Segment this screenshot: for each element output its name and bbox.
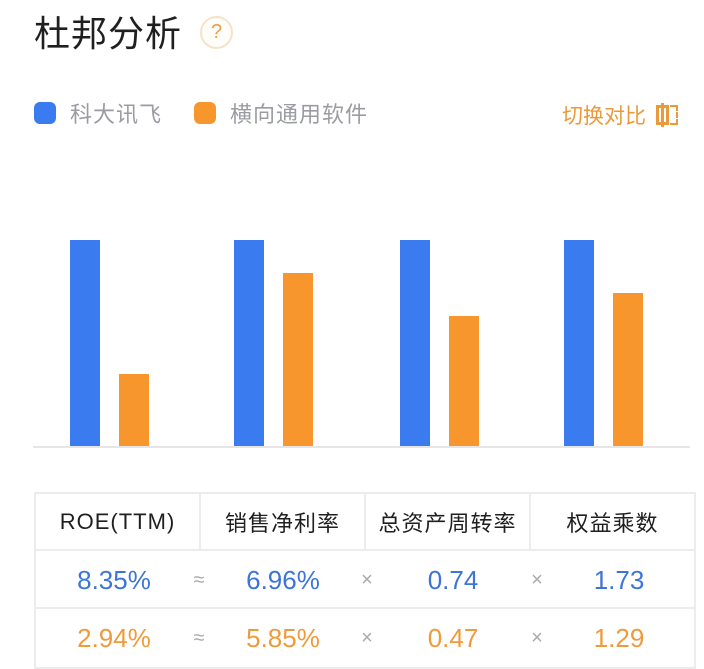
table-row: 8.35% ≈ 6.96% × 0.74 × 1.73	[36, 551, 694, 609]
switch-compare-icon	[656, 103, 680, 127]
multiply-operator: ×	[531, 569, 543, 591]
header-net-margin: 销售净利率	[201, 494, 366, 549]
multiply-operator: ×	[531, 627, 543, 649]
approx-operator: ≈	[193, 627, 205, 649]
legend-swatch-blue	[34, 102, 56, 124]
bar-secondary	[119, 374, 149, 447]
asset-turnover-value: 0.74	[427, 565, 479, 595]
switch-compare-button[interactable]: 切换对比	[562, 100, 680, 130]
legend-label: 横向通用软件	[230, 102, 369, 127]
bar-secondary	[449, 316, 479, 447]
bar-chart	[33, 150, 690, 450]
roe-value: 8.35%	[77, 565, 151, 595]
roe-value: 2.94%	[77, 623, 151, 653]
legend-swatch-orange	[194, 102, 217, 124]
bar-primary	[70, 240, 100, 447]
multiply-operator: ×	[361, 627, 373, 649]
bar-secondary	[613, 293, 643, 447]
header-equity-multiplier: 权益乘数	[566, 510, 659, 536]
dupont-table: ROE(TTM) 销售净利率 总资产周转率 权益乘数 8.35% ≈ 6.96%…	[34, 492, 696, 669]
page-title: 杜邦分析	[34, 13, 183, 54]
header-asset-turnover: 总资产周转率	[366, 494, 531, 549]
asset-turnover-value: 0.47	[427, 623, 479, 653]
header-roe: ROE(TTM)	[36, 494, 201, 549]
bar-primary	[564, 240, 594, 447]
legend-item-iflytek: 科大讯飞	[34, 97, 162, 129]
multiply-operator: ×	[361, 569, 373, 591]
table-row: 2.94% ≈ 5.85% × 0.47 × 1.29	[36, 609, 694, 667]
question-circle-icon[interactable]: ?	[200, 16, 233, 49]
bar-primary	[234, 240, 264, 447]
approx-operator: ≈	[193, 569, 205, 591]
chart-legend: 科大讯飞 横向通用软件	[34, 98, 400, 128]
legend-label: 科大讯飞	[70, 102, 163, 127]
equity-multiplier-value: 1.73	[593, 565, 645, 595]
bar-primary	[400, 240, 430, 447]
net-margin-value: 5.85%	[246, 623, 320, 653]
bar-secondary	[283, 273, 313, 447]
legend-item-industry: 横向通用软件	[194, 97, 368, 129]
table-header: ROE(TTM) 销售净利率 总资产周转率 权益乘数	[36, 494, 694, 551]
net-margin-value: 6.96%	[246, 565, 320, 595]
x-axis-line	[33, 446, 690, 448]
equity-multiplier-value: 1.29	[593, 623, 645, 653]
switch-compare-label: 切换对比	[562, 105, 646, 128]
